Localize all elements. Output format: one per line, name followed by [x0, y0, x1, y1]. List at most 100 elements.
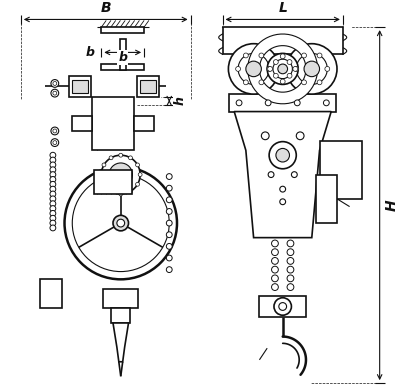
Circle shape — [51, 80, 59, 87]
Circle shape — [101, 155, 140, 194]
Circle shape — [50, 176, 56, 182]
Circle shape — [128, 156, 132, 160]
Circle shape — [244, 80, 248, 85]
Circle shape — [72, 174, 169, 272]
Polygon shape — [234, 112, 331, 238]
Bar — [229, 94, 336, 112]
Circle shape — [296, 53, 327, 85]
Text: b: b — [85, 46, 94, 59]
Circle shape — [109, 156, 113, 160]
Circle shape — [136, 182, 140, 186]
Circle shape — [136, 163, 140, 167]
Circle shape — [166, 208, 172, 214]
Bar — [103, 289, 138, 308]
Circle shape — [50, 220, 56, 226]
Circle shape — [166, 220, 172, 226]
Circle shape — [317, 80, 322, 85]
Polygon shape — [248, 69, 318, 104]
Circle shape — [50, 157, 56, 163]
Circle shape — [273, 59, 292, 79]
Bar — [101, 27, 144, 33]
Circle shape — [259, 80, 264, 85]
Circle shape — [296, 132, 304, 140]
Circle shape — [287, 266, 294, 273]
Circle shape — [272, 284, 278, 291]
Circle shape — [286, 44, 337, 94]
Circle shape — [268, 66, 272, 71]
Circle shape — [102, 182, 106, 186]
Circle shape — [50, 206, 56, 212]
Circle shape — [280, 186, 286, 192]
Circle shape — [324, 100, 329, 106]
Circle shape — [280, 79, 285, 84]
Circle shape — [287, 257, 294, 264]
Circle shape — [51, 127, 59, 135]
Circle shape — [51, 139, 59, 146]
Circle shape — [325, 66, 330, 71]
Bar — [94, 170, 132, 194]
Text: h: h — [174, 96, 187, 105]
Circle shape — [50, 172, 56, 178]
Circle shape — [272, 257, 278, 264]
Circle shape — [236, 66, 240, 71]
Bar — [316, 174, 337, 223]
Bar — [134, 116, 154, 132]
Bar — [101, 64, 144, 70]
Circle shape — [102, 163, 106, 167]
Circle shape — [166, 197, 172, 203]
Circle shape — [166, 244, 172, 249]
Circle shape — [50, 186, 56, 192]
Circle shape — [279, 303, 286, 310]
Circle shape — [244, 53, 248, 58]
Bar — [320, 141, 362, 199]
Circle shape — [50, 181, 56, 187]
Bar — [92, 97, 134, 151]
Text: b: b — [118, 51, 127, 64]
Circle shape — [317, 53, 322, 58]
Circle shape — [280, 199, 286, 205]
Circle shape — [272, 240, 278, 247]
Circle shape — [119, 192, 123, 196]
Text: L: L — [278, 1, 287, 15]
Circle shape — [50, 215, 56, 221]
Circle shape — [50, 225, 56, 231]
Circle shape — [287, 284, 294, 291]
Circle shape — [228, 44, 279, 94]
Circle shape — [238, 53, 269, 85]
Circle shape — [304, 61, 320, 77]
Bar — [120, 39, 126, 70]
Circle shape — [109, 190, 113, 193]
Circle shape — [166, 267, 172, 273]
Circle shape — [166, 232, 172, 238]
Bar — [69, 76, 91, 97]
Circle shape — [272, 275, 278, 282]
Circle shape — [261, 132, 269, 140]
Bar — [222, 27, 343, 54]
Circle shape — [302, 80, 306, 85]
Circle shape — [64, 167, 177, 279]
Circle shape — [287, 275, 294, 282]
Circle shape — [276, 149, 290, 162]
Circle shape — [50, 191, 56, 197]
Circle shape — [265, 100, 271, 106]
Circle shape — [293, 66, 298, 71]
Circle shape — [117, 219, 125, 227]
Bar — [72, 80, 88, 93]
Circle shape — [259, 53, 264, 58]
Circle shape — [267, 66, 272, 71]
Circle shape — [166, 255, 172, 261]
Text: B: B — [100, 1, 111, 15]
Circle shape — [269, 142, 296, 169]
Circle shape — [294, 66, 299, 71]
Circle shape — [50, 152, 56, 158]
Bar — [260, 296, 306, 317]
Circle shape — [302, 53, 306, 58]
Text: H: H — [384, 199, 398, 211]
Circle shape — [292, 172, 297, 178]
Circle shape — [50, 167, 56, 173]
Bar — [111, 308, 130, 323]
Circle shape — [274, 73, 278, 78]
Bar — [140, 80, 156, 93]
Bar — [40, 279, 62, 308]
Circle shape — [50, 162, 56, 168]
